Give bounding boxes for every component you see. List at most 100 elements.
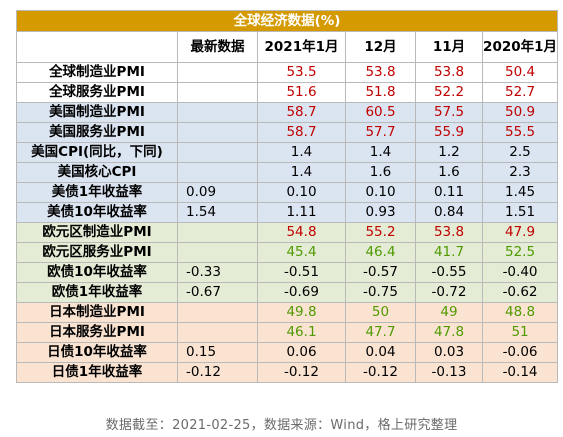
value-cell: 53.8: [345, 62, 416, 83]
value-cell: 60.5: [345, 102, 416, 123]
table-row: 美国核心CPI 1.4 1.6 1.6 2.3: [16, 162, 559, 183]
value-cell: 58.7: [257, 102, 346, 123]
value-cell: 50.9: [481, 102, 559, 123]
value-cell: 1.2: [415, 142, 483, 163]
latest-value-cell: [177, 162, 258, 183]
value-cell: 50.4: [481, 62, 559, 83]
value-cell: 46.1: [257, 322, 346, 343]
value-cell: 52.7: [481, 82, 559, 103]
value-cell: 45.4: [257, 242, 346, 263]
economic-data-table: 全球经济数据(%) 最新数据 2021年1月 12月 11月 2020年1月 全…: [15, 10, 559, 383]
latest-value-cell: [177, 322, 258, 343]
table-title-row: 全球经济数据(%): [15, 10, 559, 32]
value-cell: 0.84: [415, 202, 483, 223]
table-row: 欧债1年收益率 -0.67 -0.69 -0.75 -0.72 -0.62: [16, 282, 559, 303]
value-cell: 57.5: [415, 102, 483, 123]
header-cell-latest: 最新数据: [177, 31, 258, 63]
table-row: 美国CPI(同比，下同) 1.4 1.4 1.2 2.5: [16, 142, 559, 163]
header-cell-nov: 11月: [415, 31, 483, 63]
value-cell: 1.11: [257, 202, 346, 223]
value-cell: 1.4: [257, 162, 346, 183]
value-cell: 0.93: [345, 202, 416, 223]
row-label: 日本制造业PMI: [16, 302, 178, 323]
value-cell: 0.06: [257, 342, 346, 363]
value-cell: 54.8: [257, 222, 346, 243]
table-title: 全球经济数据(%): [15, 10, 559, 32]
row-label: 美国CPI(同比，下同): [16, 142, 178, 163]
header-cell-blank: [16, 31, 178, 63]
table-row: 美国制造业PMI 58.7 60.5 57.5 50.9: [16, 102, 559, 123]
row-label: 全球制造业PMI: [16, 62, 178, 83]
value-cell: 53.5: [257, 62, 346, 83]
value-cell: 0.10: [257, 182, 346, 203]
value-cell: -0.06: [481, 342, 559, 363]
value-cell: 0.04: [345, 342, 416, 363]
latest-value-cell: -0.33: [177, 262, 258, 283]
value-cell: 1.45: [481, 182, 559, 203]
row-label: 美国制造业PMI: [16, 102, 178, 123]
latest-value-cell: [177, 122, 258, 143]
value-cell: 49: [415, 302, 483, 323]
value-cell: 41.7: [415, 242, 483, 263]
value-cell: 55.2: [345, 222, 416, 243]
value-cell: -0.57: [345, 262, 416, 283]
value-cell: 51: [481, 322, 559, 343]
value-cell: -0.12: [257, 362, 346, 383]
row-label: 美国服务业PMI: [16, 122, 178, 143]
header-cell-dec: 12月: [345, 31, 416, 63]
value-cell: 58.7: [257, 122, 346, 143]
value-cell: 52.2: [415, 82, 483, 103]
value-cell: 1.6: [345, 162, 416, 183]
row-label: 欧元区制造业PMI: [16, 222, 178, 243]
value-cell: -0.40: [481, 262, 559, 283]
value-cell: 55.5: [481, 122, 559, 143]
table-row: 美国服务业PMI 58.7 57.7 55.9 55.5: [16, 122, 559, 143]
value-cell: -0.55: [415, 262, 483, 283]
value-cell: 0.11: [415, 182, 483, 203]
value-cell: 53.8: [415, 62, 483, 83]
value-cell: 52.5: [481, 242, 559, 263]
header-row: 最新数据 2021年1月 12月 11月 2020年1月: [16, 31, 559, 63]
row-label: 美债10年收益率: [16, 202, 178, 223]
row-label: 欧债10年收益率: [16, 262, 178, 283]
latest-value-cell: [177, 142, 258, 163]
value-cell: 47.9: [481, 222, 559, 243]
row-label: 欧元区服务业PMI: [16, 242, 178, 263]
table-row: 欧元区制造业PMI 54.8 55.2 53.8 47.9: [16, 222, 559, 243]
value-cell: 48.8: [481, 302, 559, 323]
value-cell: 1.4: [257, 142, 346, 163]
value-cell: 49.8: [257, 302, 346, 323]
table-row: 美债10年收益率 1.54 1.11 0.93 0.84 1.51: [16, 202, 559, 223]
value-cell: 57.7: [345, 122, 416, 143]
value-cell: -0.14: [481, 362, 559, 383]
value-cell: 51.6: [257, 82, 346, 103]
row-label: 日本服务业PMI: [16, 322, 178, 343]
row-label: 欧债1年收益率: [16, 282, 178, 303]
value-cell: 47.8: [415, 322, 483, 343]
value-cell: -0.69: [257, 282, 346, 303]
latest-value-cell: [177, 62, 258, 83]
table-row: 日本服务业PMI 46.1 47.7 47.8 51: [16, 322, 559, 343]
table-row: 全球制造业PMI 53.5 53.8 53.8 50.4: [16, 62, 559, 83]
latest-value-cell: [177, 302, 258, 323]
row-label: 日债1年收益率: [16, 362, 178, 383]
value-cell: 51.8: [345, 82, 416, 103]
value-cell: 1.6: [415, 162, 483, 183]
value-cell: -0.62: [481, 282, 559, 303]
table-row: 日本制造业PMI 49.8 50 49 48.8: [16, 302, 559, 323]
value-cell: 46.4: [345, 242, 416, 263]
value-cell: -0.12: [345, 362, 416, 383]
latest-value-cell: -0.67: [177, 282, 258, 303]
value-cell: -0.72: [415, 282, 483, 303]
row-label: 日债10年收益率: [16, 342, 178, 363]
data-table-container: 全球经济数据(%) 最新数据 2021年1月 12月 11月 2020年1月 全…: [15, 10, 559, 383]
value-cell: 53.8: [415, 222, 483, 243]
table-row: 欧元区服务业PMI 45.4 46.4 41.7 52.5: [16, 242, 559, 263]
row-label: 美国核心CPI: [16, 162, 178, 183]
latest-value-cell: [177, 242, 258, 263]
value-cell: -0.13: [415, 362, 483, 383]
source-footer: 数据截至：2021-02-25，数据来源：Wind，格上研究整理: [105, 418, 458, 433]
value-cell: 0.03: [415, 342, 483, 363]
latest-value-cell: -0.12: [177, 362, 258, 383]
table-row: 全球服务业PMI 51.6 51.8 52.2 52.7: [16, 82, 559, 103]
